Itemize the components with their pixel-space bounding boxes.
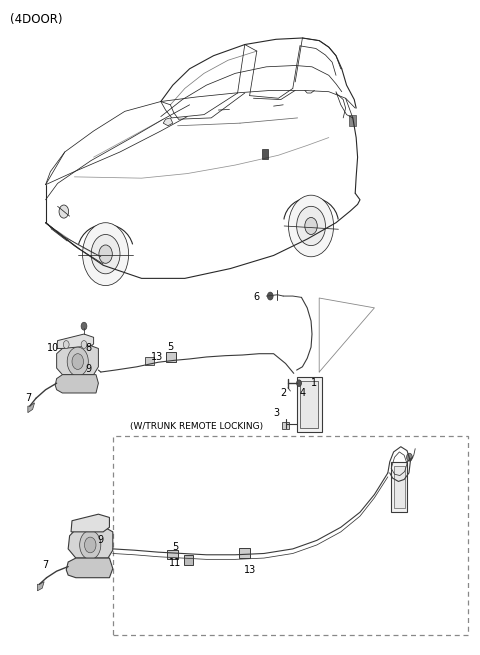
Text: 11: 11 <box>169 558 181 569</box>
Text: 13: 13 <box>151 352 163 362</box>
Text: 13: 13 <box>243 565 256 575</box>
Polygon shape <box>37 582 44 591</box>
Circle shape <box>288 195 334 257</box>
Polygon shape <box>55 375 98 393</box>
Bar <box>167 550 178 559</box>
Circle shape <box>67 347 88 376</box>
Circle shape <box>305 217 317 234</box>
Circle shape <box>267 292 273 300</box>
Circle shape <box>297 206 325 246</box>
Polygon shape <box>28 403 35 413</box>
Text: 10: 10 <box>47 343 59 354</box>
Text: 4: 4 <box>300 388 305 398</box>
Circle shape <box>72 354 84 369</box>
Circle shape <box>297 380 301 386</box>
Polygon shape <box>57 346 98 375</box>
Bar <box>145 357 154 365</box>
Circle shape <box>83 223 129 286</box>
Text: 7: 7 <box>25 392 32 403</box>
Text: 6: 6 <box>254 291 260 302</box>
Circle shape <box>91 234 120 274</box>
Text: 2: 2 <box>280 388 287 398</box>
Circle shape <box>59 205 69 218</box>
Circle shape <box>80 531 101 559</box>
Text: 5: 5 <box>172 542 179 552</box>
Bar <box>113 436 468 635</box>
Text: 8: 8 <box>86 343 92 354</box>
Bar <box>166 352 176 362</box>
Text: 5: 5 <box>167 342 174 352</box>
Polygon shape <box>163 118 173 126</box>
Polygon shape <box>262 149 268 159</box>
Circle shape <box>81 341 87 348</box>
Polygon shape <box>391 462 407 512</box>
Bar <box>184 555 193 565</box>
Circle shape <box>407 453 412 461</box>
Circle shape <box>99 245 112 263</box>
Text: 3: 3 <box>273 407 279 418</box>
Polygon shape <box>57 334 94 348</box>
Text: 1: 1 <box>312 378 317 388</box>
Text: 7: 7 <box>42 559 49 570</box>
Polygon shape <box>68 527 113 558</box>
Polygon shape <box>300 381 318 428</box>
Circle shape <box>84 537 96 553</box>
Circle shape <box>63 341 69 348</box>
Polygon shape <box>71 514 109 532</box>
Bar <box>239 548 250 558</box>
Circle shape <box>81 322 87 330</box>
Text: 9: 9 <box>98 535 104 546</box>
Polygon shape <box>297 377 322 432</box>
Bar <box>282 422 289 429</box>
Text: (4DOOR): (4DOOR) <box>10 13 62 26</box>
Polygon shape <box>394 466 405 508</box>
Text: 9: 9 <box>86 364 92 374</box>
Polygon shape <box>66 558 113 578</box>
Text: (W/TRUNK REMOTE LOCKING): (W/TRUNK REMOTE LOCKING) <box>130 422 263 431</box>
Polygon shape <box>349 115 356 126</box>
